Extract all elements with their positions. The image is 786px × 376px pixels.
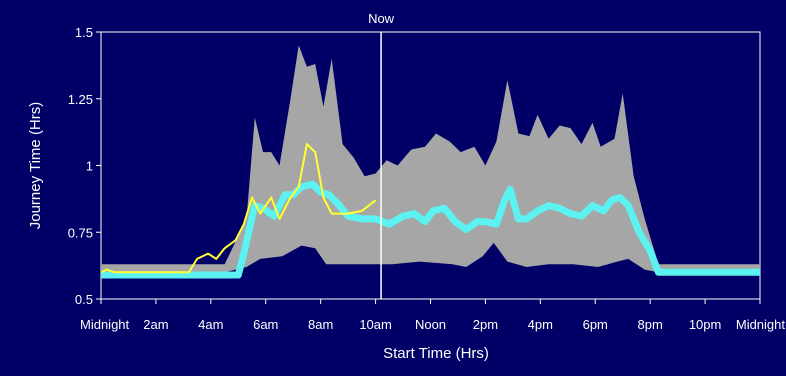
x-tick-label: 4am	[198, 317, 223, 332]
x-tick-label: 2pm	[473, 317, 498, 332]
x-tick-label: Midnight	[80, 317, 130, 332]
y-tick-label: 1.5	[75, 25, 93, 40]
y-tick-label: 1	[86, 159, 93, 174]
y-tick-label: 0.5	[75, 292, 93, 307]
x-tick-label: 10pm	[689, 317, 722, 332]
x-tick-label: Midnight	[736, 317, 786, 332]
x-tick-label: 8pm	[638, 317, 663, 332]
now-marker-label: Now	[368, 11, 395, 26]
x-tick-label: 2am	[143, 317, 168, 332]
x-axis-label: Start Time (Hrs)	[383, 345, 489, 362]
y-axis-label: Journey Time (Hrs)	[27, 102, 44, 230]
typical-journey-time-line	[101, 180, 760, 279]
x-tick-label: Noon	[415, 317, 446, 332]
journey-time-range-band	[101, 45, 760, 273]
y-tick-label: 0.75	[68, 225, 93, 240]
x-tick-label: 8am	[308, 317, 333, 332]
x-axis-ticks: Midnight 2am 4am 6am 8am 10am Noon 2pm 4pm 6pm 8pm…	[80, 299, 785, 332]
x-tick-label: 6am	[253, 317, 278, 332]
x-tick-label: 4pm	[528, 317, 553, 332]
x-tick-label: 6pm	[583, 317, 608, 332]
y-tick-label: 1.25	[68, 92, 93, 107]
x-tick-label: 10am	[359, 317, 392, 332]
y-axis-ticks: 0.5 0.75 1 1.25 1.5	[68, 25, 101, 307]
today-journey-time-line	[100, 143, 377, 274]
